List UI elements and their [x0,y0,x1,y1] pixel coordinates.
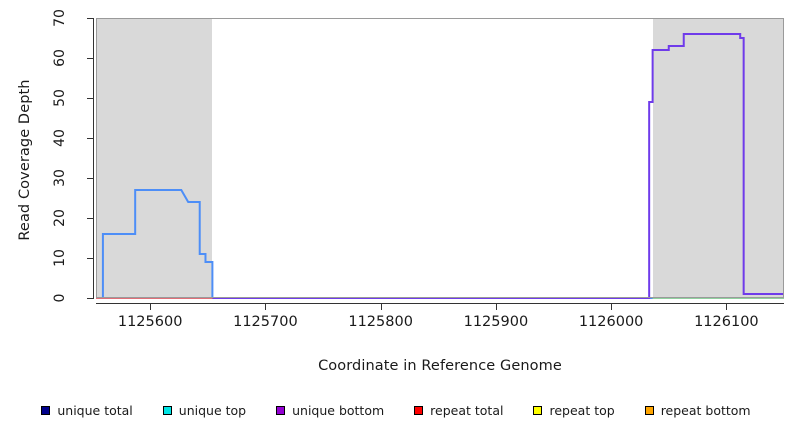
repeat-region-left [96,18,213,298]
legend-label: unique total [57,402,133,418]
y-tick-label: 10 [52,249,68,267]
legend-swatch-icon [41,405,51,415]
legend-item-repeat-bottom[interactable]: repeat bottom [644,402,751,418]
x-tick [726,303,728,310]
x-tick-label: 1125700 [233,314,298,330]
legend-label: repeat top [549,402,615,418]
y-tick [87,58,93,59]
x-axis-line [96,303,784,304]
y-tick-label: 30 [52,169,68,187]
legend-swatch-icon [414,405,424,415]
y-tick-label: 20 [52,209,68,227]
x-tick [150,303,152,310]
y-axis-line [93,18,94,299]
y-tick [87,98,93,99]
legend-item-unique-total[interactable]: unique total [41,402,133,418]
x-axis-title: Coordinate in Reference Genome [318,358,562,374]
x-tick [495,303,497,310]
y-tick-label: 70 [52,9,68,27]
repeat-region-right [652,18,784,298]
x-tick-label: 1126000 [578,314,644,330]
legend-swatch-icon [644,405,654,415]
legend-label: repeat bottom [660,402,751,418]
series-line-unique-total [96,189,784,299]
y-tick [87,138,93,139]
legend-item-unique-top[interactable]: unique top [162,402,247,418]
y-tick [87,218,93,219]
legend-swatch-icon [276,405,286,415]
x-tick-label: 1125600 [117,314,183,330]
legend-swatch-icon [533,405,543,415]
x-tick-label: 1125900 [463,314,529,330]
plot-area [96,18,784,299]
x-tick-label: 1125800 [348,314,413,330]
y-tick-label: 60 [52,49,68,67]
y-tick [87,18,93,19]
y-tick-label: 50 [52,89,68,107]
x-tick [611,303,613,310]
y-tick [87,298,93,299]
legend-item-repeat-total[interactable]: repeat total [414,403,503,418]
y-tick-label: 0 [52,293,68,303]
x-tick-label: 1126100 [694,314,759,330]
y-tick [87,258,93,259]
y-tick-label: 40 [52,129,68,147]
legend-label: unique bottom [292,402,385,418]
legend-item-repeat-top[interactable]: repeat top [533,402,615,418]
legend-item-unique-bottom[interactable]: unique bottom [276,403,384,418]
legend-swatch-icon [162,405,172,415]
series-lines [96,33,784,299]
legend-label: repeat total [430,402,504,418]
legend-label: unique top [178,402,247,418]
x-tick [265,303,267,310]
y-tick [87,178,93,179]
x-tick [380,303,382,310]
series-line-unique-bottom [96,33,784,299]
chart-legend: unique total unique top unique bottom repea… [0,398,792,422]
y-axis-title: Read Coverage Depth [17,79,33,241]
